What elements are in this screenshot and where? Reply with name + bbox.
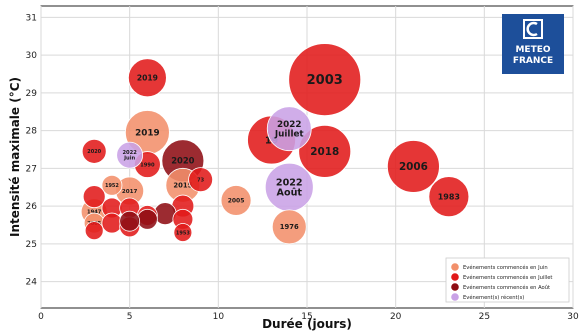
legend-entry: Evénement(s) récent(s) [463, 294, 524, 301]
bubble-label: 2017 [122, 189, 138, 195]
bubble [386, 140, 440, 193]
legend-entry: Evénements commencés en Juin [463, 264, 548, 271]
bubble [136, 208, 158, 230]
bubble-label: 2022 Juin [122, 150, 137, 161]
legend-swatch [451, 293, 459, 301]
bubble-label: 2019 [137, 73, 158, 82]
y-tick-label: 28 [26, 127, 38, 137]
bubble [220, 185, 252, 216]
bubble [116, 141, 144, 169]
y-axis-label: Intensité maximale (°C) [8, 77, 22, 237]
bubble-label: 2020 [87, 149, 101, 155]
bubble-label: 2020 [171, 156, 194, 166]
y-tick-label: 25 [26, 240, 37, 250]
x-tick-label: 0 [38, 312, 44, 322]
bubbles: 200320062018192022Août20192022Juillet202… [80, 43, 470, 245]
bubble [81, 138, 107, 164]
bubble-label: 1947 [87, 210, 102, 216]
bubble-label: 73 [197, 177, 204, 183]
legend-swatch [451, 273, 459, 281]
bubble-label: 2022 Août [276, 178, 303, 199]
x-tick-label: 10 [213, 312, 225, 322]
legend-entry: Evénements commencés en Juillet [463, 274, 552, 281]
y-tick-label: 31 [26, 13, 37, 23]
bubble-label: 1983 [438, 192, 460, 201]
bubble-label: 1953 [176, 230, 190, 236]
bubble [82, 185, 106, 209]
legend-swatch [451, 283, 459, 291]
meteo-france-emblem-icon [523, 19, 543, 39]
logo-line2: FRANCE [513, 56, 553, 66]
bubble-label: 2022 Juillet [274, 120, 304, 139]
bubble [428, 176, 470, 218]
legend-box [445, 257, 570, 303]
legend: Evénements commencés en Juin Evénements c… [445, 257, 570, 303]
y-tick-label: 27 [26, 164, 37, 174]
bubble-label: 1952 [105, 183, 119, 189]
bubble-label: 1976 [280, 223, 299, 231]
legend-entry: Evénements commencés en Août [463, 284, 550, 291]
x-tick-label: 25 [479, 312, 490, 322]
legend-swatch [451, 263, 459, 271]
bubble [266, 106, 312, 152]
logo-line1: METEO [515, 45, 550, 55]
axis-ticks: 0 5 10 15 20 25 30 24 25 26 27 28 29 30 31 [26, 13, 579, 322]
x-tick-label: 30 [567, 312, 579, 322]
bubble [101, 212, 123, 234]
bubble [173, 223, 193, 242]
x-tick-label: 5 [127, 312, 133, 322]
bubble [84, 221, 104, 241]
bubble [127, 58, 167, 98]
y-tick-label: 29 [26, 89, 38, 99]
bubble-label: 2015 [173, 182, 192, 190]
bubble [271, 209, 307, 245]
bubble [119, 210, 141, 232]
bubble-label: 2019 [135, 129, 159, 139]
x-axis-label: Durée (jours) [262, 317, 352, 331]
x-tick-label: 15 [301, 312, 312, 322]
bubble [101, 174, 123, 196]
bubble [188, 167, 214, 193]
bubble-label: 2006 [399, 161, 428, 173]
bubble-label: 2005 [228, 198, 245, 205]
bubble-label: 2003 [307, 73, 343, 88]
x-tick-label: 20 [390, 312, 402, 322]
bubble-label: 2018 [310, 146, 339, 158]
bubble [288, 43, 362, 117]
bubble [298, 124, 352, 178]
meteo-france-logo: METEO FRANCE [502, 14, 564, 74]
y-tick-label: 26 [26, 202, 38, 212]
y-tick-label: 30 [26, 51, 38, 61]
bubble-label: 1990 [140, 162, 155, 168]
y-tick-label: 24 [26, 278, 38, 288]
